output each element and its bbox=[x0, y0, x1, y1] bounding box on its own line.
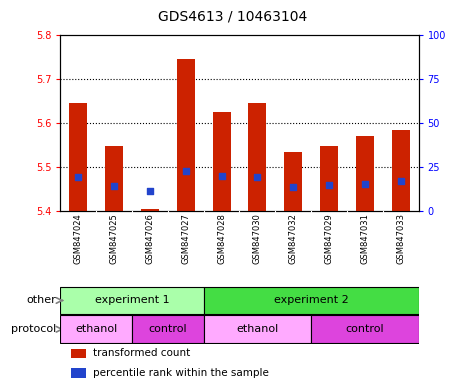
Bar bbox=[284, 152, 302, 211]
Text: protocol: protocol bbox=[11, 324, 56, 334]
Text: experiment 2: experiment 2 bbox=[274, 295, 348, 306]
Text: GSM847031: GSM847031 bbox=[360, 214, 369, 264]
Bar bbox=[60, 286, 204, 314]
Text: GSM847026: GSM847026 bbox=[146, 214, 154, 264]
Text: GSM847030: GSM847030 bbox=[253, 214, 262, 264]
Text: percentile rank within the sample: percentile rank within the sample bbox=[93, 368, 269, 378]
Text: other: other bbox=[26, 295, 56, 306]
Bar bbox=[204, 316, 311, 343]
Bar bbox=[392, 129, 410, 211]
Text: GSM847033: GSM847033 bbox=[396, 214, 405, 265]
Bar bbox=[105, 146, 123, 211]
Text: GSM847029: GSM847029 bbox=[325, 214, 333, 264]
Point bbox=[218, 173, 225, 179]
Bar bbox=[311, 316, 418, 343]
Bar bbox=[60, 316, 132, 343]
Text: GDS4613 / 10463104: GDS4613 / 10463104 bbox=[158, 10, 307, 23]
Bar bbox=[356, 136, 374, 211]
Bar bbox=[141, 209, 159, 211]
Bar bbox=[213, 112, 231, 211]
Text: GSM847032: GSM847032 bbox=[289, 214, 298, 264]
Bar bbox=[177, 59, 195, 211]
Text: ethanol: ethanol bbox=[236, 324, 279, 334]
Text: GSM847028: GSM847028 bbox=[217, 214, 226, 264]
Text: ethanol: ethanol bbox=[75, 324, 117, 334]
Text: GSM847027: GSM847027 bbox=[181, 214, 190, 264]
Point bbox=[111, 182, 118, 189]
Point bbox=[326, 182, 333, 188]
Text: control: control bbox=[345, 324, 384, 334]
Text: GSM847024: GSM847024 bbox=[74, 214, 83, 264]
Bar bbox=[204, 286, 418, 314]
Bar bbox=[132, 316, 204, 343]
Bar bbox=[248, 103, 266, 211]
Point bbox=[397, 178, 405, 184]
Point bbox=[182, 168, 190, 174]
Text: experiment 1: experiment 1 bbox=[95, 295, 169, 306]
Text: GSM847025: GSM847025 bbox=[110, 214, 119, 264]
Point bbox=[146, 188, 153, 194]
Point bbox=[361, 181, 368, 187]
Point bbox=[74, 174, 82, 180]
Text: control: control bbox=[148, 324, 187, 334]
Bar bbox=[320, 146, 338, 211]
Bar bbox=[71, 368, 86, 378]
Bar bbox=[69, 103, 87, 211]
Point bbox=[289, 184, 297, 190]
Bar bbox=[71, 349, 86, 358]
Text: transformed count: transformed count bbox=[93, 348, 190, 358]
Point bbox=[254, 174, 261, 180]
